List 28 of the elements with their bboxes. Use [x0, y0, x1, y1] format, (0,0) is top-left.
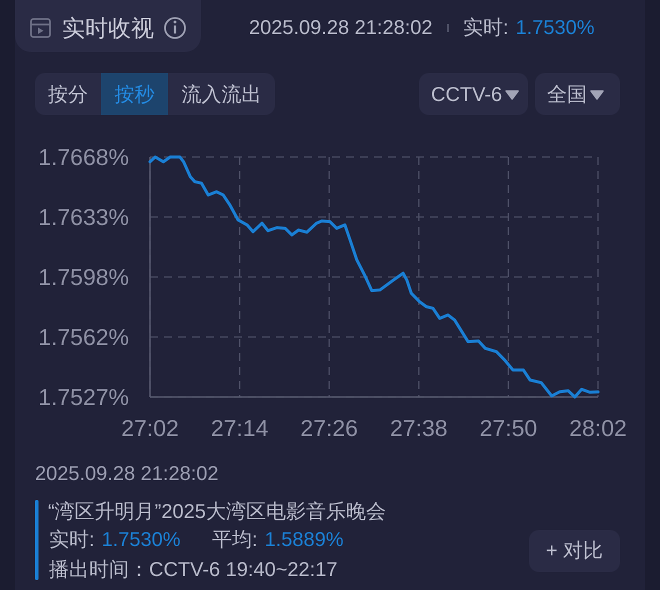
annotation: 实时:	[463, 17, 509, 39]
y-tick-label: 1.7598%	[38, 264, 129, 290]
dropdown-label: CCTV-6	[431, 84, 502, 106]
y-tick-label: 1.7562%	[38, 324, 129, 350]
button-label: 按秒	[114, 84, 154, 106]
y-tick-label: 1.7633%	[38, 204, 129, 230]
dropdown-label: 全国	[547, 84, 587, 106]
annotation: 2025.09.28 21:28:02	[35, 463, 219, 485]
button-label: + 对比	[546, 540, 604, 562]
x-tick-label: 27:14	[210, 415, 268, 441]
annotation: 2025.09.28 21:28:02	[249, 17, 433, 39]
x-tick-label: 27:38	[390, 415, 448, 441]
x-tick-label: 27:02	[121, 415, 179, 441]
title: 实时收视	[62, 15, 154, 41]
annotation: 实时:	[49, 529, 95, 551]
annotation: 1.5889%	[264, 529, 344, 551]
x-tick-label: 27:26	[300, 415, 358, 441]
x-tick-label: 28:02	[569, 415, 627, 441]
y-tick-label: 1.7527%	[38, 384, 129, 410]
annotation: “湾区升明月”2025大湾区电影音乐晚会	[48, 501, 386, 523]
x-tick-label: 27:50	[480, 415, 538, 441]
button-label: 流入流出	[182, 84, 262, 106]
annotation: 播出时间：CCTV-6 19:40~22:17	[49, 559, 338, 581]
annotation: 平均:	[212, 529, 258, 551]
annotation: 1.7530%	[102, 529, 181, 551]
annotation: 1.7530%	[516, 17, 595, 39]
button-label: 按分	[48, 84, 88, 106]
y-tick-label: 1.7668%	[38, 144, 129, 170]
